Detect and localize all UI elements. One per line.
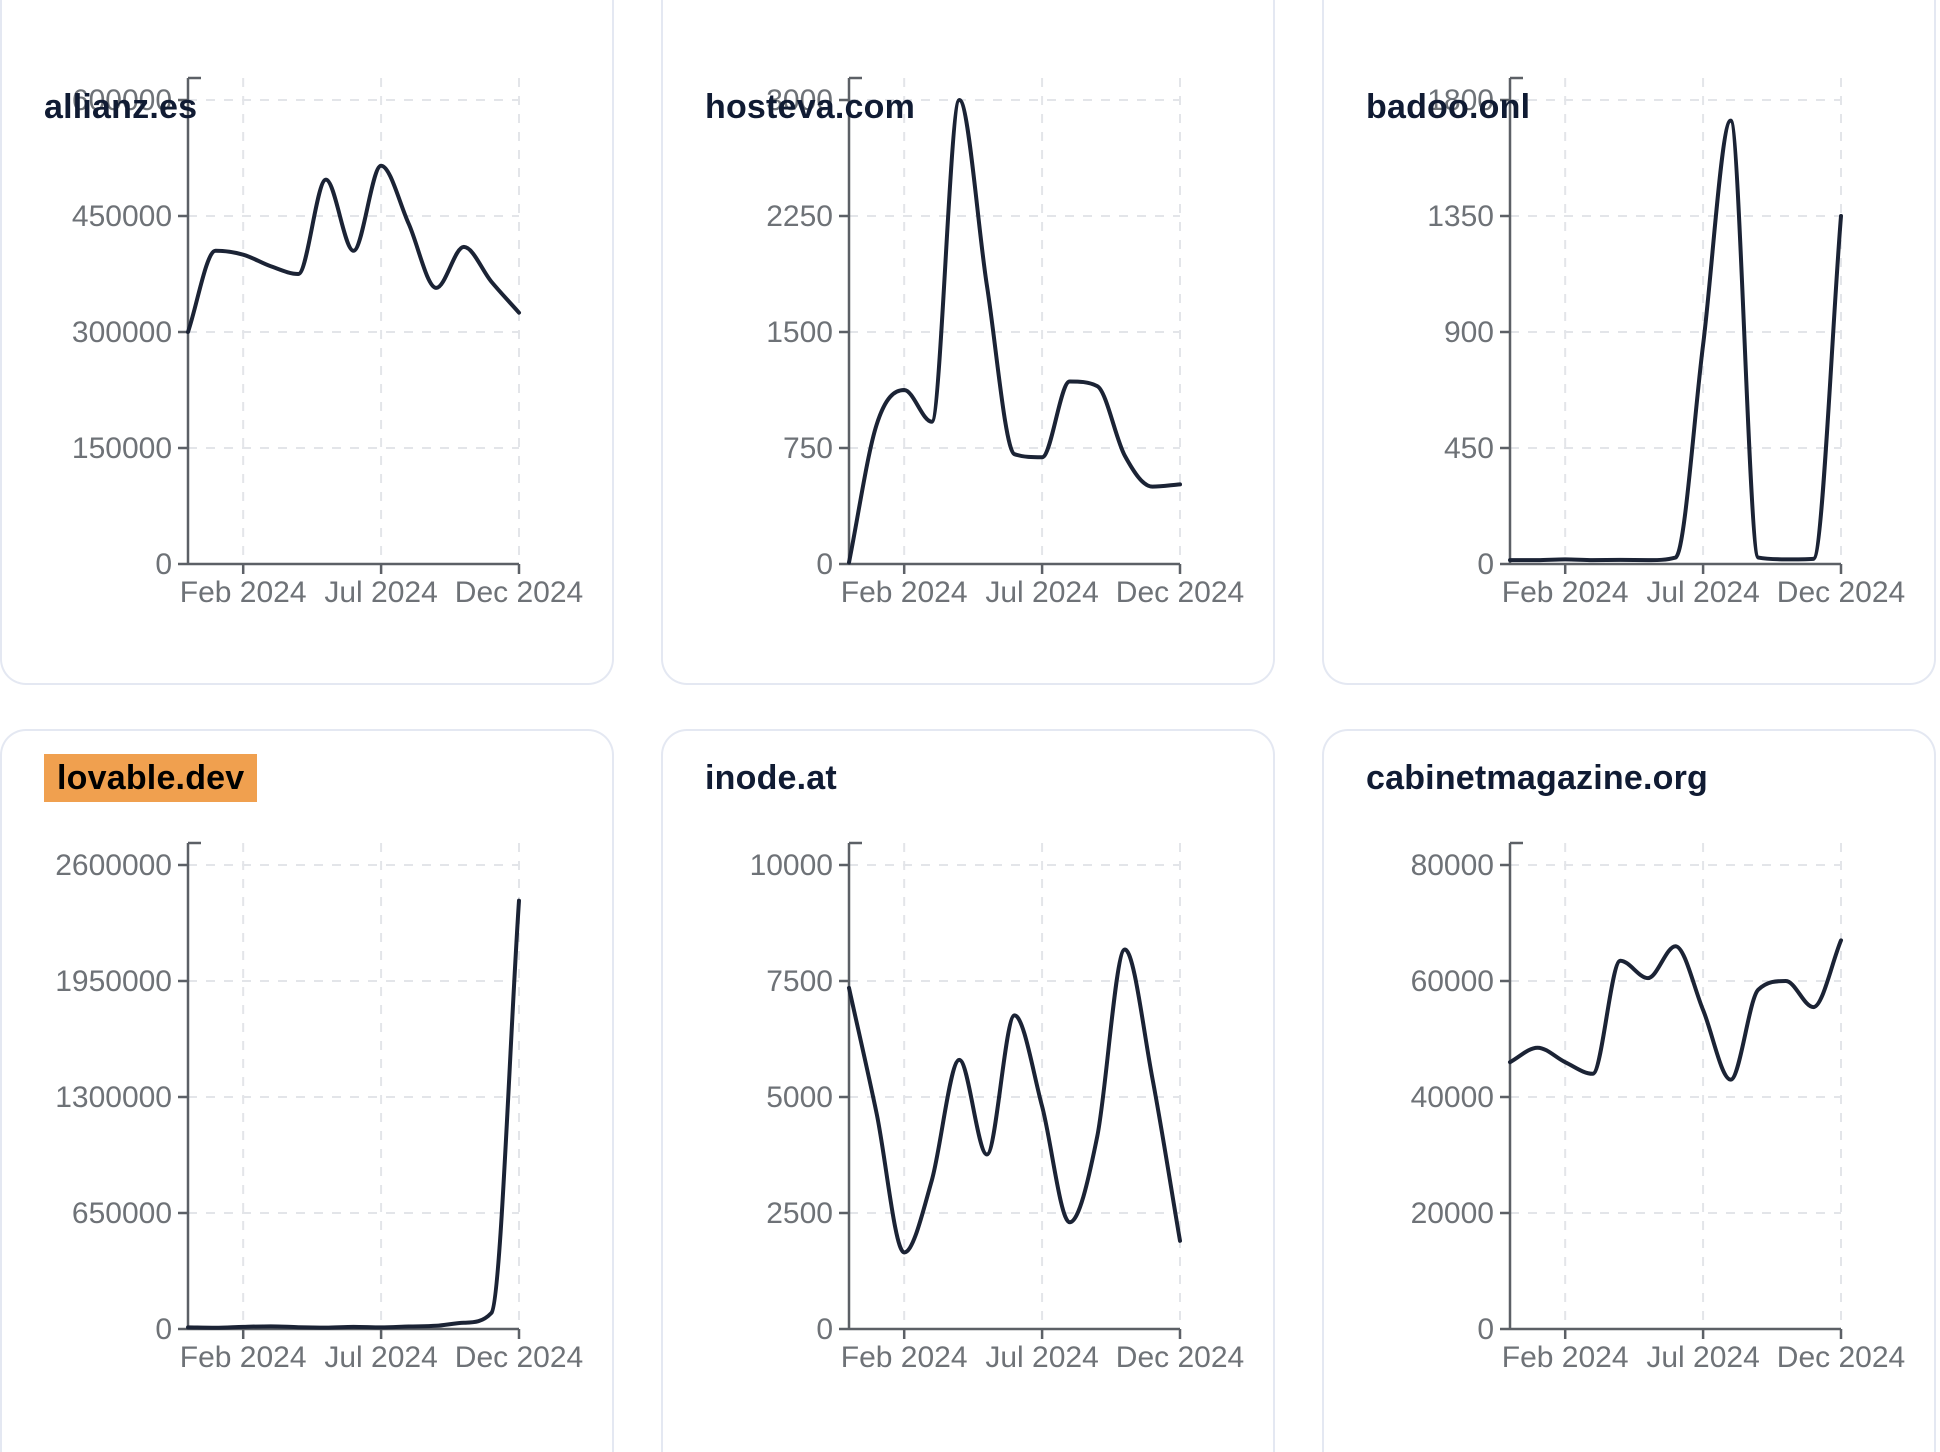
x-tick-label: Dec 2024 [1116, 1341, 1244, 1374]
x-tick-label: Feb 2024 [841, 576, 968, 609]
chart-title: cabinetmagazine.org [1366, 759, 1708, 797]
y-tick-label: 2500 [766, 1197, 833, 1230]
chart-title: inode.at [705, 759, 837, 797]
y-tick-label: 0 [1477, 1313, 1494, 1346]
y-tick-label: 1950000 [55, 965, 172, 998]
y-tick-label: 0 [155, 1313, 172, 1346]
line-chart: 0 2500 5000 7500 10000 Feb 2024 Jul 2024 Dec 20… [750, 841, 1244, 1374]
chart-title-wrap: allianz.es [44, 88, 197, 127]
chart-title-wrap: hosteva.com [705, 88, 915, 127]
line-chart: 0 450 900 1350 1800 Feb 2024 Jul 2024 Dec 2024 [1427, 76, 1905, 609]
line-chart: 0 20000 40000 60000 80000 Feb 2024 Jul 2024 Dec… [1411, 841, 1905, 1374]
y-tick-label: 2600000 [55, 849, 172, 882]
y-tick-label: 450 [1444, 432, 1494, 465]
chart-title: hosteva.com [705, 88, 916, 126]
y-tick-label: 150000 [72, 432, 172, 465]
chart-title-wrap: lovable.dev [44, 754, 258, 802]
chart-title-wrap: cabinetmagazine.org [1366, 759, 1708, 798]
y-tick-label: 60000 [1411, 965, 1494, 998]
x-tick-label: Feb 2024 [1502, 576, 1629, 609]
y-tick-label: 650000 [72, 1197, 172, 1230]
y-tick-label: 0 [1477, 548, 1494, 581]
y-tick-label: 600000 [72, 84, 172, 117]
x-tick-label: Dec 2024 [1777, 576, 1905, 609]
chart-card: badoo.onl 0 450 900 1350 1800 Feb 2024 Jul 202… [1322, 0, 1936, 685]
y-tick-label: 1500 [766, 316, 833, 349]
x-tick-label: Jul 2024 [985, 576, 1098, 609]
y-tick-label: 80000 [1411, 849, 1494, 882]
y-tick-label: 20000 [1411, 1197, 1494, 1230]
y-tick-label: 300000 [72, 316, 172, 349]
chart-card: allianz.es 0 150000 300000 450000 600000 Feb … [0, 0, 614, 685]
chart-title-wrap: badoo.onl [1366, 88, 1530, 127]
x-tick-label: Dec 2024 [1777, 1341, 1905, 1374]
chart-card: lovable.dev 0 650000 1300000 1950000 2600000… [0, 729, 614, 1452]
y-tick-label: 1300000 [55, 1081, 172, 1114]
x-tick-label: Feb 2024 [180, 576, 307, 609]
y-tick-label: 900 [1444, 316, 1494, 349]
chart-title: badoo.onl [1366, 88, 1531, 126]
y-tick-label: 0 [816, 1313, 833, 1346]
chart-title: lovable.dev [44, 754, 258, 802]
x-tick-label: Feb 2024 [180, 1341, 307, 1374]
x-tick-label: Dec 2024 [1116, 576, 1244, 609]
x-tick-label: Dec 2024 [455, 576, 583, 609]
chart-title: allianz.es [44, 88, 198, 126]
y-tick-label: 7500 [766, 965, 833, 998]
line-chart: 0 750 1500 2250 3000 Feb 2024 Jul 2024 Dec 2024 [766, 76, 1244, 609]
x-tick-label: Feb 2024 [1502, 1341, 1629, 1374]
x-tick-label: Jul 2024 [1646, 1341, 1759, 1374]
y-tick-label: 450000 [72, 200, 172, 233]
chart-title-wrap: inode.at [705, 759, 837, 798]
y-tick-label: 1350 [1427, 200, 1494, 233]
x-tick-label: Dec 2024 [455, 1341, 583, 1374]
y-tick-label: 1800 [1427, 84, 1494, 117]
chart-card: hosteva.com 0 750 1500 2250 3000 Feb 2024 Jul … [661, 0, 1275, 685]
y-tick-label: 10000 [750, 849, 833, 882]
y-tick-label: 40000 [1411, 1081, 1494, 1114]
chart-card: inode.at 0 2500 5000 7500 10000 Feb 2024 Jul 2… [661, 729, 1275, 1452]
line-chart: 0 150000 300000 450000 600000 Feb 2024 Jul 202… [72, 76, 583, 609]
x-tick-label: Feb 2024 [841, 1341, 968, 1374]
line-chart: 0 650000 1300000 1950000 2600000 Feb 2024 Jul … [55, 841, 583, 1374]
x-tick-label: Jul 2024 [985, 1341, 1098, 1374]
chart-card: cabinetmagazine.org 0 20000 40000 60000 8000… [1322, 729, 1936, 1452]
x-tick-label: Jul 2024 [324, 1341, 437, 1374]
y-tick-label: 3000 [766, 84, 833, 117]
x-tick-label: Jul 2024 [324, 576, 437, 609]
y-tick-label: 2250 [766, 200, 833, 233]
x-tick-label: Jul 2024 [1646, 576, 1759, 609]
y-tick-label: 0 [155, 548, 172, 581]
y-tick-label: 750 [783, 432, 833, 465]
y-tick-label: 0 [816, 548, 833, 581]
y-tick-label: 5000 [766, 1081, 833, 1114]
